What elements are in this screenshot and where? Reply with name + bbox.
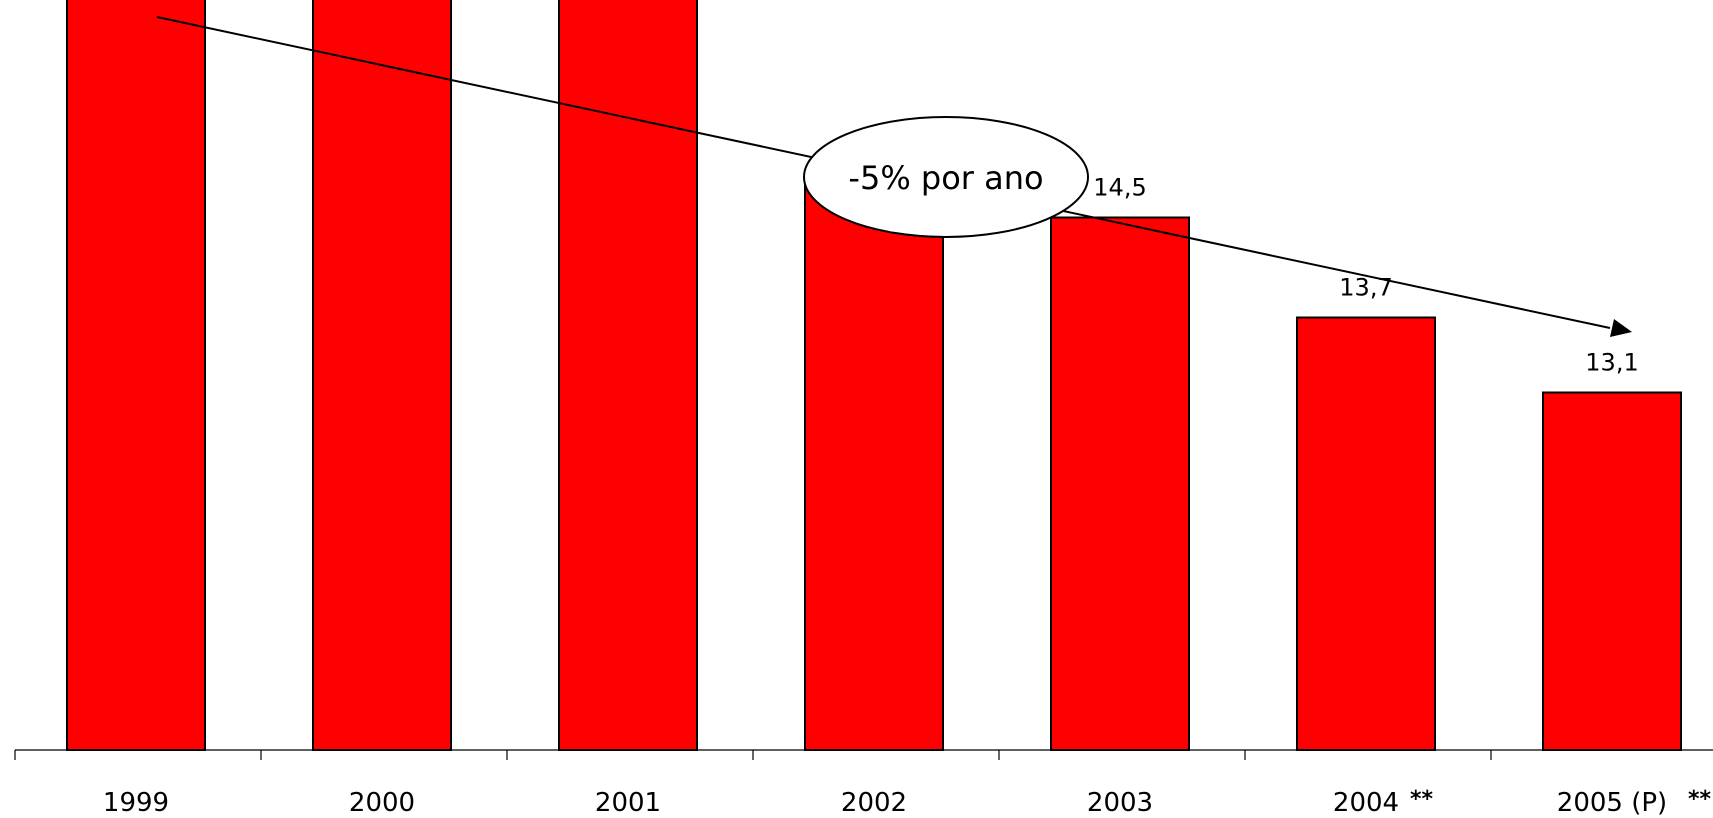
bar-2002 <box>804 179 944 751</box>
x-tick-label: 2000 <box>349 788 415 818</box>
annotation-ellipse <box>803 116 1089 238</box>
bar-2003 <box>1050 216 1190 751</box>
x-axis <box>14 749 1713 760</box>
bar-2004 <box>1296 316 1436 751</box>
bars-layer <box>66 0 1682 751</box>
bar-2005-P <box>1542 391 1682 751</box>
data-label: 13,7 <box>1339 274 1392 302</box>
data-label: 13,1 <box>1585 349 1638 377</box>
x-tick-label: 2001 <box>595 788 661 818</box>
bar-1999 <box>66 0 206 751</box>
bar-2001 <box>558 0 698 751</box>
x-tick-label: 1999 <box>103 788 169 818</box>
annotation-text: -5% por ano <box>848 159 1043 197</box>
data-label: 14,5 <box>1093 174 1146 202</box>
trend-arrowhead <box>1610 319 1632 337</box>
x-tick-label: 2003 <box>1087 788 1153 818</box>
x-tick-label: 2004 <box>1333 788 1399 818</box>
trend-annotation: -5% por ano <box>156 16 1632 337</box>
x-tick-label: 2005 (P) <box>1557 788 1667 818</box>
bar-2000 <box>312 0 452 751</box>
x-tick-footnote-mark: ** <box>1410 787 1434 812</box>
labels-layer: 17,5199916,8200016,9200114,8200214,52003… <box>103 136 1712 818</box>
x-tick-footnote-mark: ** <box>1688 787 1712 812</box>
x-tick-label: 2002 <box>841 788 907 818</box>
